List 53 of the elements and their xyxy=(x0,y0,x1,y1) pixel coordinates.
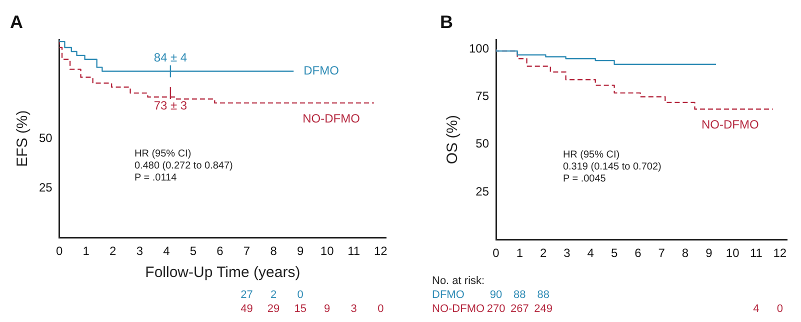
annotation: HR (95% CI) xyxy=(134,148,192,160)
y-tick-label: 50 xyxy=(476,136,490,151)
y-tick-label: 25 xyxy=(476,184,490,198)
x-tick-label: 2 xyxy=(540,246,547,260)
x-tick-label: 5 xyxy=(610,246,618,260)
x-tick-label: 11 xyxy=(348,244,360,258)
x-tick-label: 12 xyxy=(773,246,787,260)
text: DFMO 90 88 88 xyxy=(432,289,550,302)
y-tick-label: 25 xyxy=(38,180,53,194)
text: NO-DFMO 270 267 249 4 0 xyxy=(432,303,783,316)
x-tick-label: 7 xyxy=(243,244,250,258)
annotation: 84 ± 4 xyxy=(154,50,188,65)
x-tick-label: 8 xyxy=(270,244,278,258)
annotation: 73 ± 3 xyxy=(154,98,188,112)
x-tick-label: 1 xyxy=(82,244,90,258)
x-tick-label: 0 xyxy=(56,244,64,258)
series-label: NO-DFMO xyxy=(701,117,759,132)
x-tick-label: 11 xyxy=(750,246,763,260)
x-tick-label: 5 xyxy=(190,244,197,258)
x-tick-label: 8 xyxy=(682,246,689,260)
y-axis-title: OS (%) xyxy=(444,115,462,164)
x-tick-label: 9 xyxy=(296,244,304,258)
chart-title: A xyxy=(10,12,23,32)
x-tick-label: 6 xyxy=(634,246,642,260)
annotation: 0.480 (0.272 to 0.847) xyxy=(134,160,233,172)
annotation: 0.319 (0.145 to 0.702) xyxy=(562,161,662,172)
x-tick-label: 9 xyxy=(706,246,713,260)
text: No. at risk: xyxy=(432,275,485,288)
x-tick-label: 2 xyxy=(110,244,117,258)
x-tick-label: 6 xyxy=(216,244,224,258)
chart-title: B xyxy=(440,12,453,32)
y-tick-label: 50 xyxy=(38,130,53,145)
y-tick-label: 75 xyxy=(476,89,490,104)
x-tick-label: 12 xyxy=(374,244,388,258)
y-tick-label: 100 xyxy=(468,41,490,56)
annotation: P = .0114 xyxy=(134,172,178,184)
x-tick-label: 3 xyxy=(136,244,144,258)
y-axis-title: EFS (%) xyxy=(14,110,32,167)
text: 49 29 15 9 3 0 xyxy=(240,303,384,316)
x-tick-label: 4 xyxy=(587,246,594,260)
annotation: P = .0045 xyxy=(562,173,606,184)
series-label: NO-DFMO xyxy=(302,111,360,126)
text: 27 2 0 xyxy=(240,289,304,302)
x-tick-label: 7 xyxy=(658,246,666,260)
x-tick-label: 10 xyxy=(320,244,334,258)
x-tick-label: 4 xyxy=(163,244,170,258)
series-label: DFMO xyxy=(304,64,339,78)
x-axis-title: Follow-Up Time (years) xyxy=(145,264,300,282)
x-tick-label: 1 xyxy=(516,246,524,260)
x-tick-label: 10 xyxy=(726,246,740,260)
x-tick-label: 3 xyxy=(564,246,571,260)
x-tick-label: 0 xyxy=(492,246,500,260)
annotation: HR (95% CI) xyxy=(562,149,620,160)
